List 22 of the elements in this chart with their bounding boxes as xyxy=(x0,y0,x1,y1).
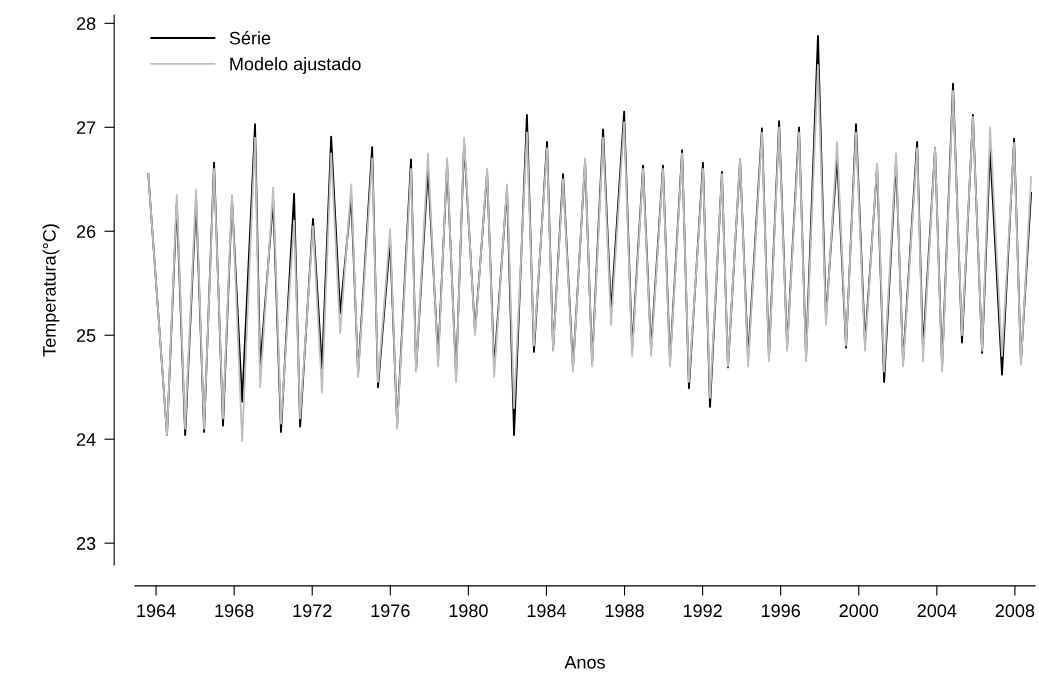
x-tick-label: 1988 xyxy=(605,604,644,618)
x-tick-label: 1980 xyxy=(449,604,488,618)
x-tick-label: 2004 xyxy=(917,604,957,618)
x-tick-label: 2000 xyxy=(839,604,879,618)
x-tick-label: 1976 xyxy=(371,604,410,618)
x-tick-label: 1972 xyxy=(293,604,332,618)
x-tick-label: 1984 xyxy=(527,604,567,618)
x-tick-label: 1992 xyxy=(683,604,722,618)
y-axis-title: Temperatura(°C) xyxy=(42,224,60,357)
y-tick-label: 27 xyxy=(76,121,96,134)
x-tick-label: 1968 xyxy=(215,604,254,618)
legend-label: Série xyxy=(229,31,271,45)
x-tick-label: 1996 xyxy=(761,604,800,618)
y-tick-label: 25 xyxy=(76,329,96,342)
y-tick-label: 26 xyxy=(76,225,96,238)
y-tick-label: 24 xyxy=(76,433,96,446)
y-tick-label: 28 xyxy=(76,17,96,31)
x-axis-title: Anos xyxy=(564,656,605,669)
x-tick-label: 2008 xyxy=(995,604,1035,618)
y-tick-label: 23 xyxy=(76,537,96,550)
x-tick-label: 1964 xyxy=(137,604,176,618)
legend-label: Modelo ajustado xyxy=(230,57,361,74)
